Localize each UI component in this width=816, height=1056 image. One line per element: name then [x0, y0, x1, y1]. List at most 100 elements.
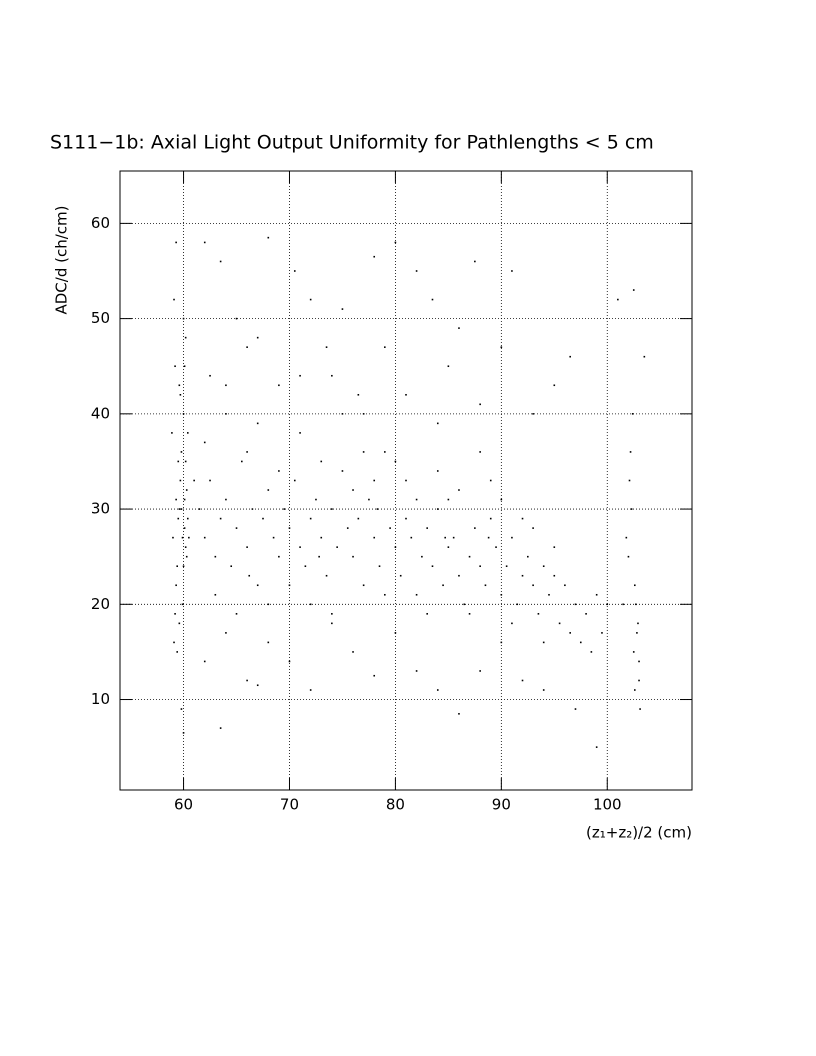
point: [246, 546, 248, 548]
point: [635, 603, 637, 606]
point: [532, 413, 534, 415]
point: [632, 651, 635, 653]
point: [458, 489, 460, 491]
point: [256, 584, 259, 587]
point: [256, 422, 259, 425]
point: [185, 489, 188, 491]
point: [542, 689, 545, 691]
point: [636, 632, 638, 634]
point: [325, 574, 328, 577]
point: [574, 708, 577, 710]
point: [447, 498, 450, 501]
point: [362, 451, 365, 453]
point: [553, 384, 556, 387]
point: [177, 517, 180, 520]
point: [405, 517, 407, 520]
point: [444, 536, 446, 539]
point: [336, 546, 338, 548]
point: [320, 536, 323, 539]
point: [415, 593, 418, 596]
point: [487, 536, 490, 539]
point: [458, 327, 460, 329]
point: [214, 593, 217, 596]
point: [346, 527, 349, 529]
point: [479, 670, 481, 672]
point: [186, 432, 189, 434]
point: [521, 517, 524, 520]
point: [436, 689, 439, 691]
point: [628, 479, 631, 482]
point: [637, 622, 639, 625]
point: [178, 384, 181, 387]
point: [436, 508, 439, 510]
point: [309, 298, 312, 301]
point: [180, 508, 183, 510]
point: [532, 527, 534, 529]
point: [209, 374, 211, 377]
point: [394, 241, 397, 244]
point: [415, 498, 418, 501]
point: [463, 603, 466, 606]
point: [426, 527, 428, 529]
point: [553, 574, 556, 577]
point: [631, 413, 634, 415]
point: [629, 451, 632, 453]
point: [174, 365, 176, 368]
point: [331, 613, 333, 615]
point: [373, 536, 376, 539]
y-tick-label: 50: [91, 309, 110, 327]
point: [325, 346, 328, 348]
point: [516, 603, 519, 606]
point: [384, 451, 386, 453]
point: [474, 527, 476, 529]
point: [278, 555, 280, 558]
point: [634, 689, 636, 691]
point: [484, 584, 487, 587]
point: [203, 441, 206, 444]
point: [638, 660, 640, 663]
point: [511, 536, 513, 539]
point: [489, 517, 492, 520]
point: [468, 555, 471, 558]
point: [394, 546, 397, 548]
point: [256, 336, 259, 339]
point: [299, 546, 301, 548]
point: [288, 660, 291, 663]
point: [542, 641, 545, 644]
point: [235, 317, 238, 320]
x-tick-label: 90: [492, 796, 511, 814]
point: [357, 393, 360, 396]
point: [175, 584, 177, 587]
point: [176, 565, 178, 568]
point: [431, 298, 434, 301]
point: [293, 479, 296, 482]
point: [500, 641, 503, 644]
point: [178, 508, 181, 510]
point: [436, 470, 439, 472]
point: [230, 565, 233, 568]
x-tick-label: 80: [386, 796, 405, 814]
point: [634, 584, 636, 587]
point: [373, 255, 376, 258]
point: [468, 613, 471, 615]
point: [590, 651, 593, 653]
point: [214, 555, 217, 558]
point: [384, 593, 386, 596]
point: [521, 679, 524, 682]
point: [436, 422, 439, 425]
point: [219, 260, 222, 263]
x-axis-label: (z₁+z₂)/2 (cm): [586, 824, 692, 842]
point: [178, 622, 181, 625]
y-tick-label: 40: [91, 404, 110, 422]
point: [569, 632, 571, 634]
point: [203, 536, 206, 539]
point: [394, 632, 397, 634]
point: [209, 479, 211, 482]
point: [203, 241, 206, 244]
point: [176, 651, 178, 653]
point: [362, 413, 365, 415]
y-tick-label: 60: [91, 214, 110, 232]
point: [625, 536, 628, 539]
point: [184, 546, 187, 548]
